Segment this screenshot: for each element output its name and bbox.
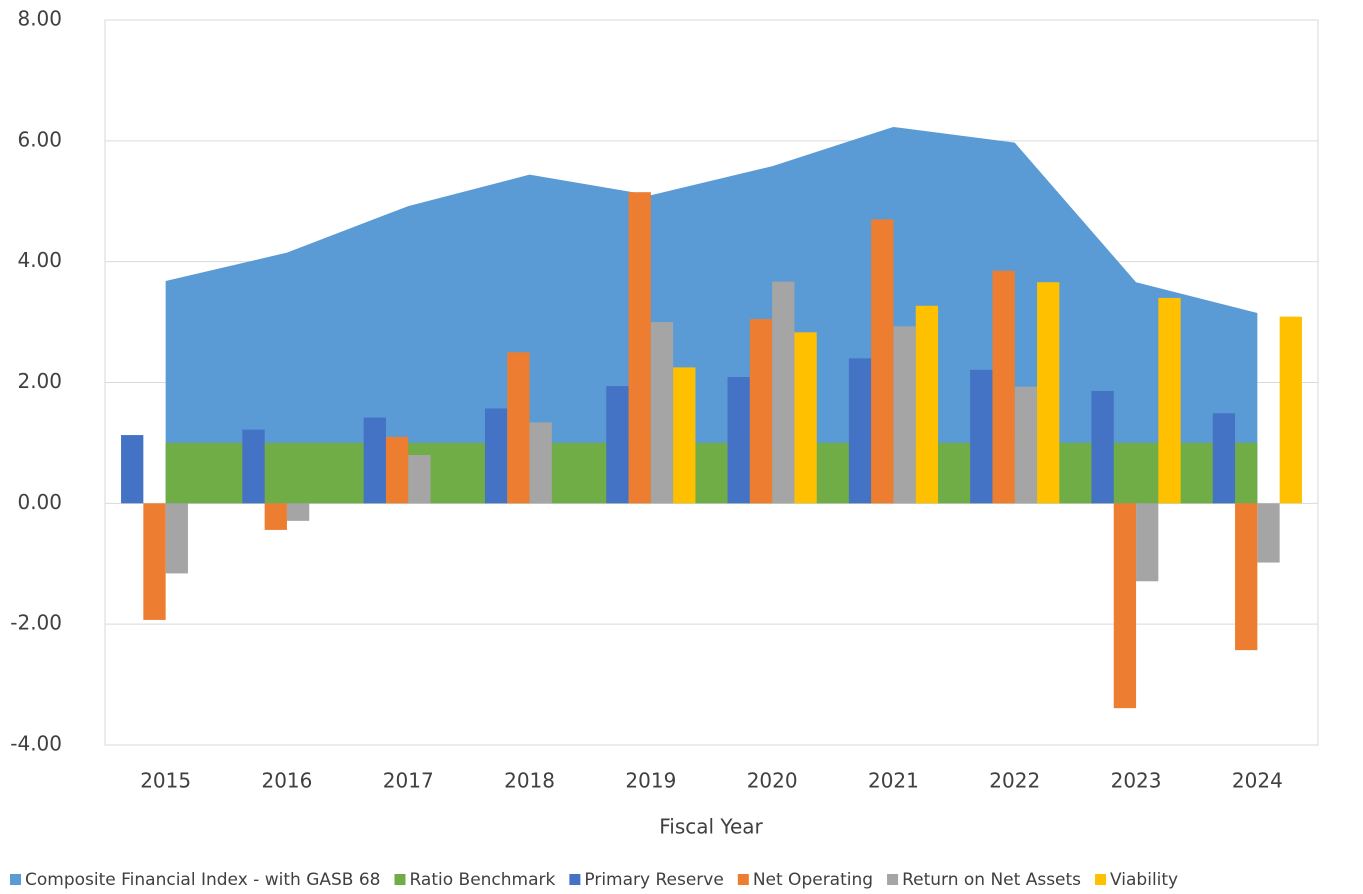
- bar: [286, 503, 310, 521]
- x-tick-label: 2018: [504, 769, 555, 793]
- x-tick-label: 2020: [747, 769, 798, 793]
- bar: [1091, 390, 1114, 504]
- x-tick-label: 2022: [989, 769, 1040, 793]
- legend-label: Return on Net Assets: [902, 870, 1081, 890]
- bar: [794, 332, 817, 504]
- bar: [893, 326, 916, 504]
- y-tick-label: 4.00: [17, 248, 62, 272]
- y-tick-label: -4.00: [10, 732, 62, 756]
- bar: [970, 369, 993, 504]
- bar: [507, 352, 530, 504]
- bar: [1158, 297, 1181, 504]
- legend-swatch: [737, 874, 749, 885]
- bar: [673, 367, 696, 504]
- bar: [992, 270, 1015, 504]
- legend-swatch: [1095, 874, 1107, 885]
- bar: [1113, 503, 1137, 709]
- bar: [484, 408, 508, 504]
- bar: [143, 503, 166, 620]
- x-tick-label: 2023: [1111, 769, 1162, 793]
- bar: [408, 455, 431, 504]
- bar: [606, 386, 629, 504]
- legend-label: Ratio Benchmark: [409, 870, 555, 890]
- bar: [848, 358, 872, 504]
- x-tick-label: 2016: [261, 769, 312, 793]
- bar: [529, 422, 552, 504]
- x-tick-label: 2024: [1232, 769, 1283, 793]
- bar: [165, 503, 188, 574]
- bar: [772, 281, 795, 504]
- x-tick-label: 2021: [868, 769, 919, 793]
- legend-label: Net Operating: [753, 870, 873, 890]
- y-tick-label: 2.00: [17, 369, 62, 393]
- x-tick-label: 2017: [383, 769, 434, 793]
- bar: [121, 435, 144, 504]
- legend-swatch: [569, 874, 581, 885]
- bar: [1257, 503, 1280, 563]
- bar: [385, 436, 409, 504]
- bar: [1037, 282, 1060, 504]
- x-axis-label: Fiscal Year: [659, 815, 763, 839]
- legend-label: Composite Financial Index - with GASB 68: [25, 870, 380, 890]
- bar: [1014, 386, 1038, 504]
- y-tick-label: 6.00: [17, 127, 62, 151]
- bar: [1235, 503, 1258, 651]
- bar: [1212, 413, 1236, 504]
- bar: [1136, 503, 1159, 582]
- bar: [915, 305, 939, 504]
- bar: [242, 429, 265, 504]
- bar: [650, 322, 674, 504]
- x-tick-label: 2015: [140, 769, 191, 793]
- bar: [727, 377, 750, 504]
- legend-label: Primary Reserve: [584, 870, 723, 890]
- legend-swatch: [10, 874, 21, 885]
- bar: [363, 417, 386, 504]
- bar: [871, 219, 894, 504]
- bar: [1279, 316, 1302, 504]
- bar: [749, 319, 773, 504]
- legend-swatch: [394, 874, 406, 885]
- x-tick-label: 2019: [625, 769, 676, 793]
- y-tick-label: 8.00: [17, 7, 62, 31]
- y-tick-label: -2.00: [10, 611, 62, 635]
- legend-label: Viability: [1110, 870, 1178, 890]
- bar: [628, 192, 651, 504]
- bar: [264, 503, 287, 530]
- y-tick-label: 0.00: [17, 490, 62, 514]
- legend-swatch: [887, 874, 899, 885]
